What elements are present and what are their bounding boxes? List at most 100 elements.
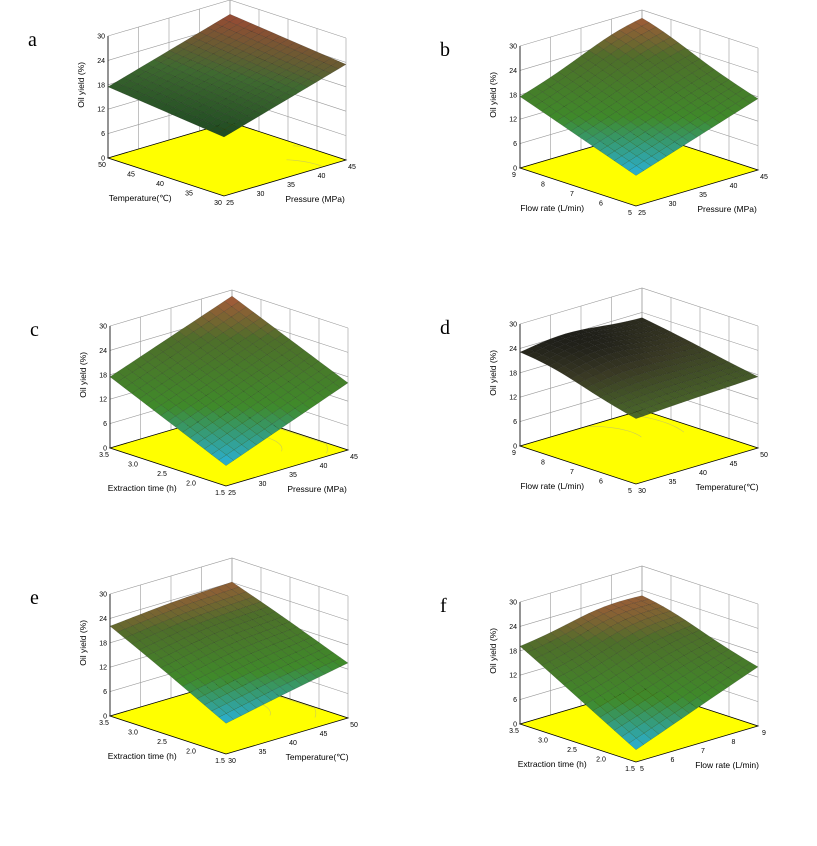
z-tick-label: 24 bbox=[509, 346, 517, 353]
z-tick-label: 12 bbox=[509, 673, 517, 680]
y-tick-label: 40 bbox=[730, 183, 738, 190]
y-tick-label: 8 bbox=[732, 739, 736, 746]
z-tick-label: 12 bbox=[97, 107, 105, 114]
z-tick-label: 12 bbox=[509, 395, 517, 402]
y-tick-label: 9 bbox=[762, 730, 766, 737]
y-tick-label: 45 bbox=[760, 174, 768, 181]
z-axis-title: Oil yield (%) bbox=[488, 72, 498, 118]
x-tick-label: 2.5 bbox=[157, 739, 167, 746]
y-tick-label: 35 bbox=[699, 192, 707, 199]
y-tick-label: 25 bbox=[228, 490, 236, 497]
response-surface bbox=[520, 18, 758, 175]
x-tick-label: 5 bbox=[628, 488, 632, 495]
y-tick-label: 45 bbox=[320, 731, 328, 738]
x-tick-label: 2.5 bbox=[567, 747, 577, 754]
y-axis-title: Pressure (MPa) bbox=[697, 204, 757, 214]
y-tick-label: 35 bbox=[289, 472, 297, 479]
x-tick-label: 35 bbox=[185, 191, 193, 198]
z-tick-label: 6 bbox=[513, 419, 517, 426]
x-tick-label: 7 bbox=[570, 469, 574, 476]
floor-plane bbox=[520, 410, 758, 484]
x-axis-title: Extraction time (h) bbox=[108, 751, 177, 761]
z-tick-label: 6 bbox=[101, 131, 105, 138]
x-tick-label: 1.5 bbox=[625, 766, 635, 773]
z-tick-label: 30 bbox=[99, 324, 107, 331]
x-tick-label: 6 bbox=[599, 201, 603, 208]
z-tick-label: 6 bbox=[513, 697, 517, 704]
z-tick-label: 12 bbox=[99, 665, 107, 672]
y-tick-label: 45 bbox=[350, 454, 358, 461]
y-tick-label: 6 bbox=[671, 757, 675, 764]
surface-plot: 06121824301.52.02.53.03.53035404550Extra… bbox=[30, 588, 400, 838]
response-surface bbox=[520, 318, 758, 419]
x-tick-label: 3.0 bbox=[128, 730, 138, 737]
y-tick-label: 30 bbox=[257, 191, 265, 198]
y-tick-label: 45 bbox=[348, 164, 356, 171]
z-axis-title: Oil yield (%) bbox=[488, 628, 498, 674]
y-axis-title: Pressure (MPa) bbox=[285, 194, 345, 204]
z-axis-title: Oil yield (%) bbox=[78, 620, 88, 666]
x-tick-label: 50 bbox=[98, 162, 106, 169]
x-tick-label: 3.5 bbox=[99, 452, 109, 459]
x-tick-label: 40 bbox=[156, 181, 164, 188]
z-axis-title: Oil yield (%) bbox=[76, 62, 86, 108]
y-tick-label: 5 bbox=[640, 766, 644, 773]
x-tick-label: 8 bbox=[541, 460, 545, 467]
x-tick-label: 1.5 bbox=[215, 490, 225, 497]
z-tick-label: 6 bbox=[513, 141, 517, 148]
z-tick-label: 30 bbox=[99, 592, 107, 599]
x-axis-title: Flow rate (L/min) bbox=[520, 481, 584, 491]
surface-plot: 06121824301.52.02.53.03.556789Extraction… bbox=[440, 596, 810, 846]
z-tick-label: 6 bbox=[103, 689, 107, 696]
y-tick-label: 40 bbox=[320, 463, 328, 470]
z-tick-label: 30 bbox=[509, 322, 517, 329]
y-tick-label: 40 bbox=[318, 173, 326, 180]
y-tick-label: 35 bbox=[287, 182, 295, 189]
surface-plot: 061218243030354045502530354045Temperatur… bbox=[28, 30, 398, 280]
y-tick-label: 40 bbox=[289, 740, 297, 747]
x-tick-label: 2.0 bbox=[186, 481, 196, 488]
z-tick-label: 6 bbox=[103, 421, 107, 428]
z-axis-title: Oil yield (%) bbox=[488, 350, 498, 396]
x-tick-label: 6 bbox=[599, 479, 603, 486]
z-tick-label: 24 bbox=[97, 58, 105, 65]
y-tick-label: 30 bbox=[669, 201, 677, 208]
z-tick-label: 18 bbox=[99, 372, 107, 379]
x-tick-label: 5 bbox=[628, 210, 632, 217]
x-axis-title: Extraction time (h) bbox=[518, 759, 587, 769]
x-tick-label: 8 bbox=[541, 182, 545, 189]
z-tick-label: 18 bbox=[509, 370, 517, 377]
response-surface bbox=[110, 582, 348, 723]
x-tick-label: 2.0 bbox=[186, 749, 196, 756]
y-tick-label: 25 bbox=[226, 200, 234, 207]
z-tick-label: 18 bbox=[97, 82, 105, 89]
y-axis-title: Temperature(℃) bbox=[286, 752, 349, 762]
y-tick-label: 45 bbox=[730, 461, 738, 468]
y-tick-label: 30 bbox=[259, 481, 267, 488]
y-tick-label: 7 bbox=[701, 748, 705, 755]
z-axis-title: Oil yield (%) bbox=[78, 352, 88, 398]
y-tick-label: 50 bbox=[350, 722, 358, 729]
z-tick-label: 24 bbox=[99, 348, 107, 355]
x-tick-label: 3.5 bbox=[99, 720, 109, 727]
y-tick-label: 30 bbox=[228, 758, 236, 765]
z-tick-label: 24 bbox=[99, 616, 107, 623]
z-tick-label: 18 bbox=[99, 640, 107, 647]
x-tick-label: 9 bbox=[512, 172, 516, 179]
z-tick-label: 18 bbox=[509, 92, 517, 99]
z-tick-label: 12 bbox=[99, 397, 107, 404]
z-tick-label: 30 bbox=[509, 600, 517, 607]
y-tick-label: 40 bbox=[699, 470, 707, 477]
x-tick-label: 3.5 bbox=[509, 728, 519, 735]
y-tick-label: 35 bbox=[259, 749, 267, 756]
x-axis-title: Extraction time (h) bbox=[108, 483, 177, 493]
floor-plane bbox=[520, 410, 758, 484]
